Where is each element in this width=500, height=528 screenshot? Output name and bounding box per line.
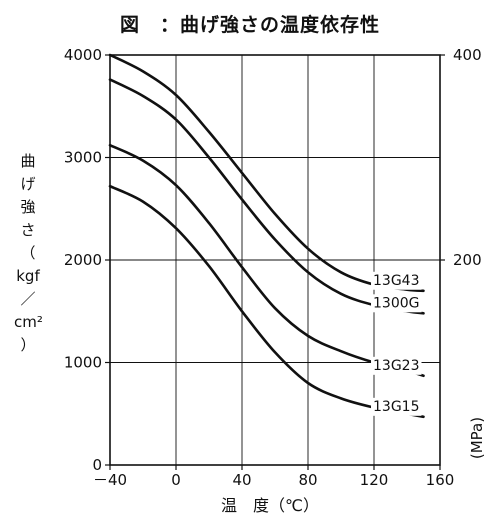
x-axis-label: 温 度（℃） xyxy=(221,496,319,515)
series-label: 13G43 xyxy=(373,273,419,289)
y-tick-label: 3000 xyxy=(64,149,102,167)
y-tick-label: 1000 xyxy=(64,354,102,372)
series-label: 1300G xyxy=(373,295,419,311)
y-tick-label: 0 xyxy=(92,456,102,474)
series-line xyxy=(108,53,425,293)
y-label-char: kgf xyxy=(16,267,40,285)
series-label: 13G23 xyxy=(373,358,419,374)
y-axis-label-left: 曲 げ 強 さ （ kgf ／ cm² ） xyxy=(14,150,43,357)
series-label-bg xyxy=(371,356,422,375)
series-label-bg xyxy=(371,294,422,313)
x-tick-label: 160 xyxy=(426,471,455,489)
x-tick-label: 120 xyxy=(360,471,389,489)
y2-tick-label: 200 xyxy=(453,251,482,269)
y-label-char: 曲 xyxy=(20,152,36,170)
y-tick-label: 4000 xyxy=(64,46,102,64)
x-tick-label: －40 xyxy=(93,471,127,489)
y-tick-label: 2000 xyxy=(64,251,102,269)
y-label-char: cm² xyxy=(14,313,43,331)
series-label-bg xyxy=(371,397,422,416)
series-label-bg xyxy=(371,271,422,290)
y-label-char: ／ xyxy=(20,290,36,308)
x-tick-label: 0 xyxy=(171,471,181,489)
x-tick-label: 40 xyxy=(232,471,251,489)
chart-title: 図 ：曲げ強さの温度依存性 xyxy=(119,14,380,36)
y-label-char: 強 xyxy=(20,198,36,216)
y-label-char: （ xyxy=(20,244,36,262)
x-tick-label: 80 xyxy=(298,471,317,489)
series-layer: 13G43 1300G 13G23 13G15 xyxy=(108,53,425,419)
y-label-char: げ xyxy=(20,175,36,193)
y-label-char: ） xyxy=(20,336,36,354)
y-label-char: さ xyxy=(20,221,36,239)
y2-tick-label: 400 xyxy=(453,46,482,64)
series-label: 13G15 xyxy=(373,399,419,415)
